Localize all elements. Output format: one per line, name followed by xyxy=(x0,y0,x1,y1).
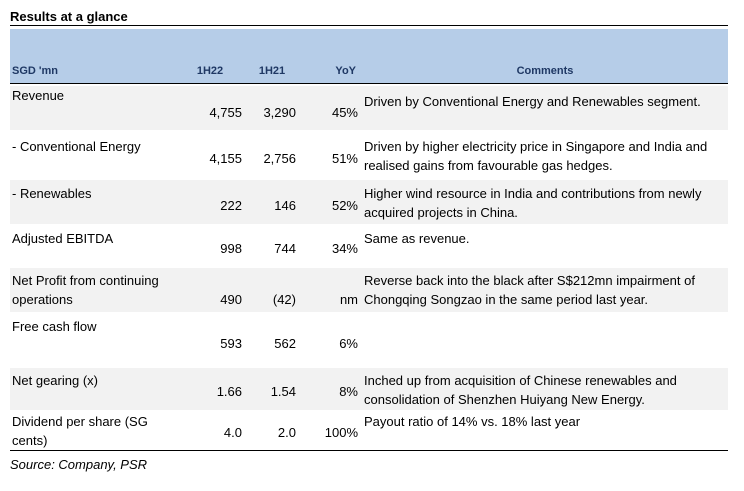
row-yoy: 6% xyxy=(339,336,358,351)
row-1h21: 3,290 xyxy=(263,105,296,120)
row-yoy: 51% xyxy=(331,151,358,166)
row-yoy: 45% xyxy=(331,105,358,120)
table-row-dividend-per-share: Dividend per share (SG cents) 4.0 2.0 10… xyxy=(10,412,728,450)
row-comment: Inched up from acquisition of Chinese re… xyxy=(364,373,677,407)
header-band xyxy=(10,29,728,83)
row-comment: Payout ratio of 14% vs. 18% last year xyxy=(364,414,581,429)
title-rule xyxy=(10,25,728,26)
header-yoy: YoY xyxy=(335,65,356,77)
table-row-conventional-energy: - Conventional Energy 4,155 2,756 51% Dr… xyxy=(10,132,728,178)
row-comment: Higher wind resource in India and contri… xyxy=(364,186,702,220)
header-comments: Comments xyxy=(516,65,574,77)
row-comment: Driven by Conventional Energy and Renewa… xyxy=(364,94,701,109)
row-label: Net gearing (x) xyxy=(12,373,98,388)
row-1h22: 4.0 xyxy=(223,425,242,440)
row-1h21: 146 xyxy=(274,198,296,213)
row-yoy: 8% xyxy=(339,384,358,399)
table-row-adjusted-ebitda: Adjusted EBITDA 998 744 34% Same as reve… xyxy=(10,226,728,266)
header-1h21: 1H21 xyxy=(258,65,286,77)
row-label: - Conventional Energy xyxy=(12,139,141,154)
row-1h22: 998 xyxy=(220,241,242,256)
row-comment: Driven by higher electricity price in Si… xyxy=(364,139,708,173)
row-1h22: 4,155 xyxy=(209,151,242,166)
header-label: SGD 'mn xyxy=(12,65,59,77)
row-yoy: nm xyxy=(339,292,358,307)
table-row-renewables: - Renewables 222 146 52% Higher wind res… xyxy=(10,180,728,224)
table-row-net-gearing: Net gearing (x) 1.66 1.54 8% Inched up f… xyxy=(10,368,728,410)
row-label: - Renewables xyxy=(12,186,92,201)
row-comment: Same as revenue. xyxy=(364,231,470,246)
table-row-revenue: Revenue 4,755 3,290 45% Driven by Conven… xyxy=(10,86,728,130)
bottom-rule xyxy=(10,450,728,451)
row-1h21: 2,756 xyxy=(263,151,296,166)
row-1h21: 1.54 xyxy=(270,384,296,399)
header-rule xyxy=(10,83,728,84)
row-1h22: 222 xyxy=(220,198,242,213)
table-title: Results at a glance xyxy=(10,9,128,24)
row-1h22: 1.66 xyxy=(216,384,242,399)
row-label: Net Profit from continuing operations xyxy=(12,273,159,307)
table-row-net-profit: Net Profit from continuing operations 49… xyxy=(10,268,728,312)
source-note: Source: Company, PSR xyxy=(10,457,148,472)
row-label: Revenue xyxy=(12,88,65,103)
row-yoy: 34% xyxy=(331,241,358,256)
row-1h22: 593 xyxy=(220,336,242,351)
row-1h21: (42) xyxy=(272,292,296,307)
row-1h22: 4,755 xyxy=(209,105,242,120)
row-1h21: 562 xyxy=(274,336,296,351)
row-1h21: 744 xyxy=(274,241,296,256)
row-label: Free cash flow xyxy=(12,319,97,334)
row-1h21: 2.0 xyxy=(277,425,296,440)
row-yoy: 52% xyxy=(331,198,358,213)
table-row-free-cash-flow: Free cash flow 593 562 6% xyxy=(10,314,728,366)
row-1h22: 490 xyxy=(220,292,242,307)
header-1h22: 1H22 xyxy=(196,65,224,77)
row-yoy: 100% xyxy=(324,425,358,440)
row-comment: Reverse back into the black after S$212m… xyxy=(364,273,695,307)
row-label: Dividend per share (SG cents) xyxy=(12,414,148,448)
row-label: Adjusted EBITDA xyxy=(12,231,114,246)
